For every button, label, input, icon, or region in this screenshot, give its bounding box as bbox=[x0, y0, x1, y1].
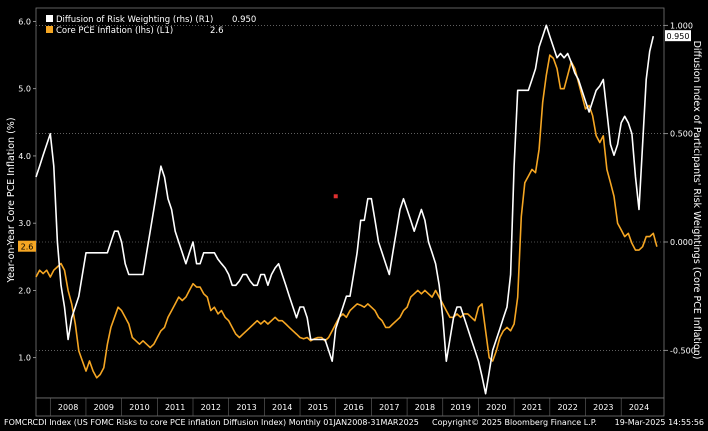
last-value-tags: 2.6 0.950 bbox=[18, 30, 691, 252]
x-tick-label: 2010 bbox=[129, 403, 149, 412]
series-lines bbox=[35, 24, 658, 395]
x-tick-label: 2023 bbox=[593, 403, 613, 412]
left-tick-label: 3.0 bbox=[18, 219, 31, 228]
left-tick-label: 2.0 bbox=[18, 286, 31, 295]
right-last-value-tag-bg bbox=[665, 30, 691, 42]
x-tick-label: 2022 bbox=[557, 403, 577, 412]
x-tick-label: 2018 bbox=[415, 403, 435, 412]
x-tick-label: 2014 bbox=[272, 403, 292, 412]
x-tick-label: 2009 bbox=[94, 403, 114, 412]
legend-swatch-white bbox=[46, 15, 53, 22]
series-line-diffusion bbox=[35, 24, 655, 395]
left-last-value-tag: 2.6 bbox=[21, 243, 34, 252]
left-tick-label: 5.0 bbox=[18, 85, 31, 94]
legend-label-core-pce: Core PCE Inflation (lhs) (L1) bbox=[56, 26, 173, 36]
left-last-value-tag-bg bbox=[18, 240, 36, 252]
left-tick-label: 1.0 bbox=[18, 354, 31, 363]
right-last-value-tag: 0.950 bbox=[667, 32, 690, 41]
x-tick-label: 2024 bbox=[629, 403, 649, 412]
red-marker bbox=[333, 194, 338, 199]
x-tick-label: 2012 bbox=[201, 403, 221, 412]
footer-timestamp: 19-Mar-2025 14:55:56 bbox=[615, 418, 704, 427]
left-tick-label: 4.0 bbox=[18, 152, 31, 161]
x-tick-label: 2019 bbox=[450, 403, 470, 412]
x-tick-label: 2011 bbox=[165, 403, 185, 412]
legend-value-diffusion: 0.950 bbox=[232, 15, 256, 25]
x-tick-label: 2016 bbox=[343, 403, 363, 412]
right-tick-label: -0.500 bbox=[670, 346, 696, 355]
x-tick-label: 2015 bbox=[308, 403, 328, 412]
legend-swatch-orange bbox=[46, 26, 53, 33]
x-tick-label: 2021 bbox=[522, 403, 542, 412]
x-tick-label: 2020 bbox=[486, 403, 506, 412]
footer-copyright: Copyright© 2025 Bloomberg Finance L.P. bbox=[432, 418, 597, 427]
legend-value-core-pce: 2.6 bbox=[210, 26, 224, 36]
left-tick-label: 6.0 bbox=[18, 17, 31, 26]
legend-label-diffusion: Diffusion of Risk Weighting (rhs) (R1) bbox=[56, 15, 213, 25]
right-axis-title: Diffusion Index of Participants' Risk We… bbox=[691, 41, 702, 360]
x-axis: 2008 2009 2010 2011 2012 2013 2014 2015 2016 2017… bbox=[49, 398, 649, 416]
legend: Diffusion of Risk Weighting (rhs) (R1) 0… bbox=[46, 15, 256, 36]
footer-source: FOMCRCDI Index (US FOMC Risks to core PC… bbox=[4, 418, 419, 427]
right-axis: -0.500 0.000 0.500 1.000 bbox=[664, 21, 696, 355]
left-axis: 1.0 2.0 3.0 4.0 5.0 6.0 bbox=[18, 17, 36, 363]
left-axis-title: Year-on-Year Core PCE Inflation (%) bbox=[6, 117, 17, 283]
x-tick-label: 2008 bbox=[58, 403, 78, 412]
right-tick-label: 0.500 bbox=[670, 130, 693, 139]
x-tick-label: 2013 bbox=[236, 403, 256, 412]
right-tick-label: 0.000 bbox=[670, 238, 693, 247]
series-line-core-pce bbox=[35, 54, 658, 379]
x-tick-label: 2017 bbox=[379, 403, 399, 412]
right-tick-label: 1.000 bbox=[670, 21, 693, 30]
